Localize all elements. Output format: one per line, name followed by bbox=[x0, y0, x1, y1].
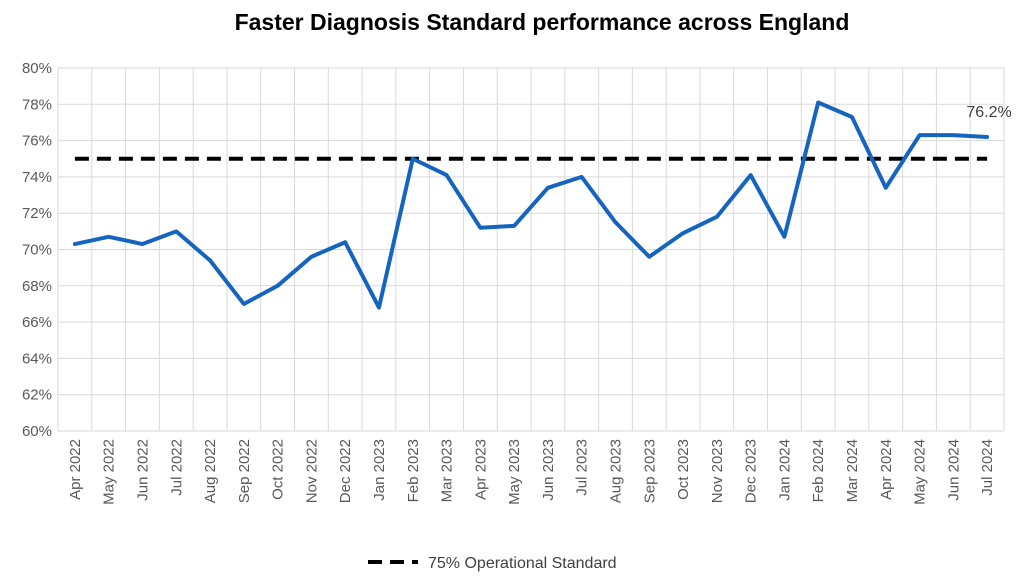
x-tick-label: Jun 2022 bbox=[134, 439, 151, 501]
legend-label-operational-standard: 75% Operational Standard bbox=[428, 555, 617, 572]
y-tick-label: 64% bbox=[22, 350, 52, 367]
legend: 75% Operational Standard bbox=[368, 555, 617, 572]
y-tick-label: 70% bbox=[22, 242, 52, 259]
y-tick-label: 80% bbox=[22, 60, 52, 77]
x-tick-label: Jun 2023 bbox=[540, 439, 557, 501]
x-tick-label: Oct 2023 bbox=[675, 439, 692, 500]
x-tick-label: Jul 2023 bbox=[574, 439, 591, 496]
y-tick-label: 62% bbox=[22, 387, 52, 404]
y-tick-label: 68% bbox=[22, 278, 52, 295]
y-tick-label: 76% bbox=[22, 133, 52, 150]
x-tick-label: Nov 2022 bbox=[303, 439, 320, 503]
gridlines bbox=[57, 67, 1005, 432]
x-tick-label: Mar 2024 bbox=[844, 439, 861, 502]
x-tick-label: Sep 2022 bbox=[236, 439, 253, 503]
y-tick-label: 72% bbox=[22, 205, 52, 222]
x-tick-label: Jan 2024 bbox=[776, 439, 793, 501]
x-tick-label: Aug 2023 bbox=[607, 439, 624, 503]
x-tick-label: Jan 2023 bbox=[371, 439, 388, 501]
fds-performance-line bbox=[72, 100, 990, 310]
x-tick-label: Apr 2022 bbox=[67, 439, 84, 500]
x-tick-label: Apr 2024 bbox=[878, 439, 895, 500]
chart-title: Faster Diagnosis Standard performance ac… bbox=[235, 9, 850, 35]
x-tick-label: Feb 2024 bbox=[810, 439, 827, 502]
end-data-label: 76.2% bbox=[966, 104, 1011, 121]
x-tick-label: Mar 2023 bbox=[439, 439, 456, 502]
y-tick-label: 66% bbox=[22, 314, 52, 331]
x-tick-label: May 2022 bbox=[101, 439, 118, 505]
y-tick-label: 74% bbox=[22, 169, 52, 186]
x-tick-label: Apr 2023 bbox=[472, 439, 489, 500]
x-tick-label: Oct 2022 bbox=[270, 439, 287, 500]
x-tick-label: May 2024 bbox=[912, 439, 929, 505]
x-tick-label: Jun 2024 bbox=[945, 439, 962, 501]
x-tick-label: Jul 2024 bbox=[979, 439, 996, 496]
series-layer: 76.2% bbox=[72, 100, 1012, 310]
y-tick-label: 60% bbox=[22, 423, 52, 440]
x-axis-ticks: Apr 2022 May 2022 Jun 2022 Jul 2022 Aug 2022… bbox=[67, 439, 996, 505]
x-tick-label: May 2023 bbox=[506, 439, 523, 505]
x-tick-label: Dec 2022 bbox=[337, 439, 354, 503]
x-tick-label: Jul 2022 bbox=[168, 439, 185, 496]
x-tick-label: Feb 2023 bbox=[405, 439, 422, 502]
y-axis-ticks: 60% 62% 64% 66% 68% 70% 72% 74% 76% 78% 80% bbox=[22, 60, 52, 440]
x-tick-label: Sep 2023 bbox=[641, 439, 658, 503]
x-tick-label: Aug 2022 bbox=[202, 439, 219, 503]
x-tick-label: Nov 2023 bbox=[709, 439, 726, 503]
y-tick-label: 78% bbox=[22, 96, 52, 113]
x-tick-label: Dec 2023 bbox=[743, 439, 760, 503]
